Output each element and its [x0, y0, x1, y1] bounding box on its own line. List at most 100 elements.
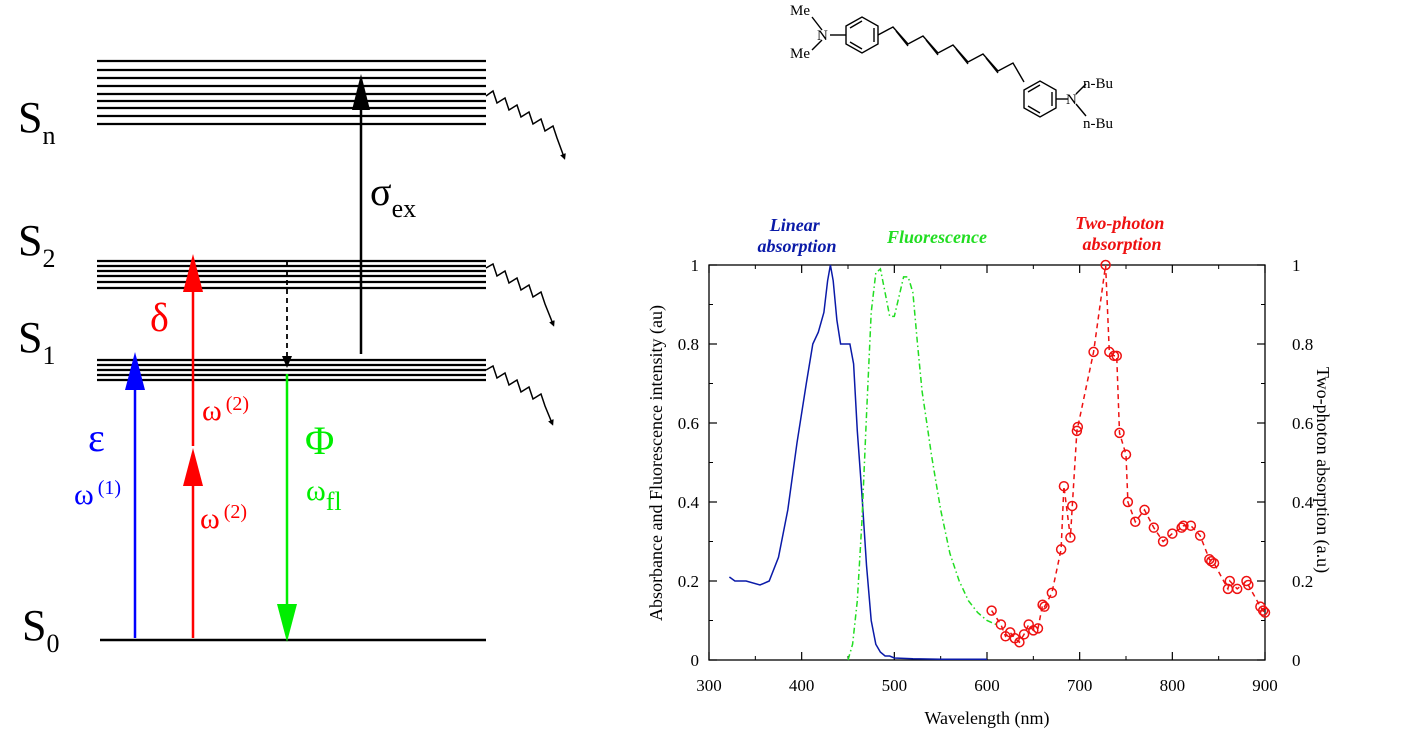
y-tick-label-right: 1	[1292, 256, 1301, 275]
level-label-s2: S2	[18, 216, 55, 273]
data-point-two-photon-absorption	[1257, 605, 1269, 616]
nbu-top-label: n-Bu	[1083, 76, 1114, 92]
epsilon-label: ε	[88, 415, 105, 460]
x-tick-label: 800	[1160, 676, 1186, 695]
legend-fluorescence: Fluorescence	[886, 227, 987, 247]
x-tick-label: 400	[789, 676, 815, 695]
y-tick-label-right: 0.6	[1292, 414, 1313, 433]
axis-ticks	[708, 264, 1266, 661]
n-right-label: N	[1066, 92, 1077, 108]
data-point-two-photon-absorption	[1148, 522, 1160, 533]
omega-fl-label: ωfl	[306, 474, 342, 516]
polyene-chain	[877, 26, 1025, 83]
me-top-label: Me	[790, 3, 810, 19]
data-point-two-photon-absorption	[1206, 556, 1217, 567]
data-point-two-photon-absorption	[1243, 579, 1254, 591]
spectra-chart: 300 400 500 600 700 800 900 0 0.2 0.4 0.6 0.8 1 0 0.2 0…	[646, 213, 1333, 729]
nonradiative-decay-s1	[485, 364, 554, 426]
series-line-fluorescence	[847, 267, 997, 661]
series-layer	[728, 259, 1271, 661]
y-tick-label-right: 0.4	[1292, 493, 1314, 512]
data-point-two-photon-absorption	[1023, 619, 1034, 630]
data-point-two-photon-absorption	[1058, 480, 1070, 492]
excited-state-absorption-arrow	[352, 74, 370, 354]
level-label-s0: S0	[22, 601, 59, 658]
data-point-two-photon-absorption	[1039, 601, 1050, 612]
data-point-two-photon-absorption	[1028, 625, 1039, 636]
y-tick-label-left: 1	[691, 256, 700, 275]
level-label-sn: Sn	[18, 93, 55, 150]
y-tick-label-left: 0.6	[678, 414, 699, 433]
omega-2-upper-label: ω (2)	[202, 393, 249, 427]
y-tick-label-right: 0.2	[1292, 572, 1313, 591]
data-point-two-photon-absorption	[1194, 530, 1206, 541]
data-point-two-photon-absorption	[1122, 496, 1134, 508]
s1-manifold	[97, 358, 486, 382]
data-point-two-photon-absorption	[1032, 623, 1044, 634]
nonradiative-decay-s2	[485, 262, 555, 327]
y-axis-label-right: Two-photon absorption (a.u)	[1312, 367, 1333, 573]
data-point-two-photon-absorption	[1111, 350, 1122, 362]
x-tick-label: 700	[1067, 676, 1093, 695]
omega-1-label: ω (1)	[74, 477, 121, 511]
molecule-labels: Me Me N N n-Bu n-Bu	[790, 3, 1114, 132]
data-point-two-photon-absorption	[1088, 346, 1099, 358]
y-tick-label-left: 0	[691, 651, 700, 670]
x-tick-label: 900	[1252, 676, 1278, 695]
data-point-two-photon-absorption	[1208, 557, 1220, 569]
x-tick-label: 500	[882, 676, 908, 695]
x-tick-label: 300	[696, 676, 722, 695]
legend-two-photon-absorption: Two-photon absorption	[1075, 213, 1169, 254]
axis-tick-labels: 300 400 500 600 700 800 900 0 0.2 0.4 0.6 0.8 1 0 0.2 0…	[678, 256, 1314, 695]
data-point-two-photon-absorption	[1018, 629, 1030, 640]
n-left-label: N	[817, 28, 828, 44]
x-axis-label: Wavelength (nm)	[924, 708, 1049, 729]
phi-label: Φ	[305, 418, 334, 463]
benzene-ring-left	[845, 16, 879, 54]
nonradiative-decay-sn	[485, 89, 566, 160]
two-photon-absorption-arrow-upper	[183, 254, 203, 446]
data-point-two-photon-absorption	[1071, 425, 1083, 437]
y-tick-label-left: 0.2	[678, 572, 699, 591]
data-point-two-photon-absorption	[986, 605, 997, 616]
data-point-two-photon-absorption	[1065, 532, 1076, 543]
sn-manifold	[97, 59, 486, 126]
data-point-two-photon-absorption	[1185, 520, 1197, 531]
data-point-two-photon-absorption	[1072, 421, 1084, 433]
s2-manifold	[97, 259, 486, 290]
internal-conversion-arrow	[282, 262, 292, 368]
molecule-structure	[811, 16, 1087, 118]
data-point-two-photon-absorption	[1108, 350, 1120, 362]
data-point-two-photon-absorption	[1157, 536, 1169, 547]
data-point-two-photon-absorption	[1130, 516, 1141, 527]
data-point-two-photon-absorption	[1100, 259, 1111, 271]
data-point-two-photon-absorption	[1139, 504, 1150, 516]
two-photon-absorption-arrow-lower	[183, 448, 203, 638]
x-tick-label: 600	[974, 676, 1000, 695]
data-point-two-photon-absorption	[1167, 528, 1178, 539]
data-point-two-photon-absorption	[1224, 575, 1236, 587]
benzene-ring-right	[1023, 80, 1057, 118]
series-line-linear-absorption	[728, 264, 987, 660]
nbu-bottom-label: n-Bu	[1083, 116, 1114, 132]
data-point-two-photon-absorption	[1046, 587, 1058, 599]
y-tick-label-left: 0.4	[678, 493, 700, 512]
data-point-two-photon-absorption	[1114, 427, 1125, 439]
energy-level-diagram: Sn S2 S1 S0	[18, 59, 566, 658]
fluorescence-emission-arrow	[277, 374, 297, 642]
data-point-two-photon-absorption	[1067, 500, 1078, 512]
omega-2-lower-label: ω (2)	[200, 501, 247, 535]
data-point-two-photon-absorption	[1037, 599, 1048, 610]
delta-label: δ	[150, 295, 169, 340]
y-tick-label-left: 0.8	[678, 335, 699, 354]
me-bottom-label: Me	[790, 46, 810, 62]
y-axis-label-left: Absorbance and Fluorescence intensity (a…	[646, 305, 667, 621]
y-tick-label-right: 0	[1292, 651, 1301, 670]
data-point-two-photon-absorption	[1120, 449, 1132, 460]
sigma-ex-label: σex	[370, 169, 416, 223]
data-point-two-photon-absorption	[1259, 607, 1271, 618]
data-point-two-photon-absorption	[1055, 544, 1067, 555]
level-label-s1: S1	[18, 313, 55, 370]
data-point-two-photon-absorption	[1014, 636, 1025, 648]
